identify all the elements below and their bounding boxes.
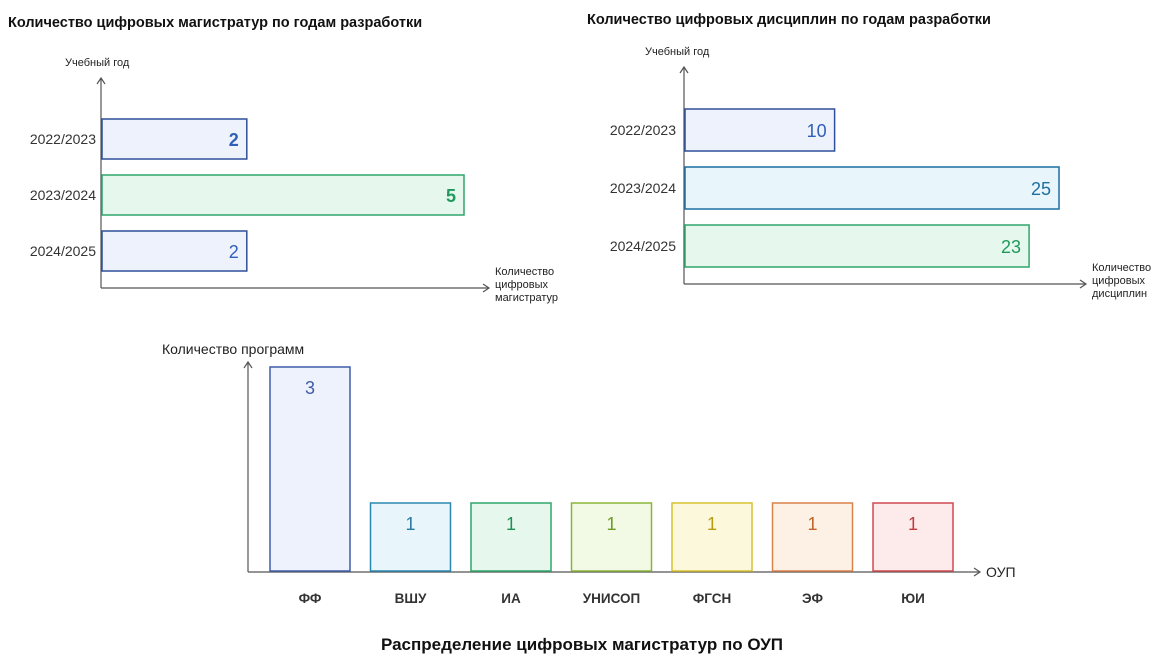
chart1-y-axis-label: Учебный год bbox=[65, 57, 130, 69]
chart3-category-label: ФФ bbox=[299, 591, 322, 606]
chart3-value-label: 1 bbox=[606, 514, 616, 534]
chart1-value-label: 2 bbox=[229, 242, 239, 262]
chart2-value-label: 23 bbox=[1001, 237, 1021, 257]
chart3-bar-ФГСН bbox=[671, 502, 753, 572]
chart3-x-axis-label: ОУП bbox=[986, 564, 1016, 580]
chart3-bar-ИА bbox=[470, 502, 552, 572]
chart3-value-label: 3 bbox=[305, 378, 315, 398]
chart1-bars: 2022/2023 2 2023/2024 5 2024/2025 2 bbox=[30, 118, 465, 272]
chart2-bars: 2022/2023 10 2023/2024 25 2024/2025 23 bbox=[610, 108, 1060, 268]
chart3-bar-ФФ bbox=[269, 366, 351, 572]
chart3-category-label: ФГСН bbox=[693, 591, 732, 606]
chart3-value-label: 1 bbox=[807, 514, 817, 534]
chart1-value-label: 2 bbox=[229, 130, 239, 150]
chart2-bar-2023/2024 bbox=[684, 166, 1060, 210]
chart3-category-label: ВШУ bbox=[395, 591, 427, 606]
chart2-x-axis-label: Количество цифровых дисциплин bbox=[1092, 262, 1154, 300]
chart3-value-label: 1 bbox=[506, 514, 516, 534]
chart2-category-label: 2022/2023 bbox=[610, 122, 676, 138]
chart2-x-axis-label-line3: дисциплин bbox=[1092, 288, 1147, 300]
chart1-x-axis-label-line2: цифровых bbox=[495, 279, 548, 291]
chart3-bar-УНИСОП bbox=[570, 502, 653, 572]
chart3-category-label: ИА bbox=[501, 591, 521, 606]
chart1-category-label: 2024/2025 bbox=[30, 243, 96, 259]
chart3-value-label: 1 bbox=[707, 514, 717, 534]
chart3-bar-ВШУ bbox=[369, 502, 452, 572]
chart2-title: Количество цифровых дисциплин по годам р… bbox=[587, 12, 991, 28]
chart1-bar-2023/2024 bbox=[101, 174, 465, 216]
chart3-category-label: УНИСОП bbox=[583, 591, 640, 606]
chart1-bar-2022/2023 bbox=[101, 118, 248, 160]
chart3-category-label: ЮИ bbox=[901, 591, 925, 606]
chart2-bar-2022/2023 bbox=[684, 108, 836, 152]
chart3-value-label: 1 bbox=[908, 514, 918, 534]
chart2-y-axis-label: Учебный год bbox=[645, 46, 710, 58]
chart2-bar-2024/2025 bbox=[684, 224, 1030, 268]
chart1-x-axis-label-line1: Количество bbox=[495, 266, 554, 278]
chart1-category-label: 2023/2024 bbox=[30, 187, 96, 203]
chart3-title: Распределение цифровых магистратур по ОУ… bbox=[381, 635, 783, 654]
chart1-value-label: 5 bbox=[446, 186, 456, 206]
chart2-x-axis-label-line1: Количество bbox=[1092, 262, 1151, 274]
chart3-bar-ЮИ bbox=[872, 502, 954, 572]
chart1-title: Количество цифровых магистратур по годам… bbox=[8, 15, 422, 31]
chart2-category-label: 2024/2025 bbox=[610, 238, 676, 254]
chart3-bars: 3 ФФ 1 ВШУ 1 ИА 1 УНИСОП 1 ФГСН 1 ЭФ 1 ЮИ bbox=[269, 366, 954, 606]
chart3-category-label: ЭФ bbox=[802, 591, 823, 606]
chart2-value-label: 10 bbox=[807, 121, 827, 141]
chart2-category-label: 2023/2024 bbox=[610, 180, 676, 196]
chart2-x-axis-label-line2: цифровых bbox=[1092, 275, 1145, 287]
chart1-category-label: 2022/2023 bbox=[30, 131, 96, 147]
chart1-x-axis-label: Количество цифровых магистратур bbox=[495, 266, 558, 304]
chart3-y-axis-label: Количество программ bbox=[162, 341, 304, 357]
chart1-x-axis-label-line3: магистратур bbox=[495, 292, 558, 304]
chart2-value-label: 25 bbox=[1031, 179, 1051, 199]
chart1-bar-2024/2025 bbox=[101, 230, 248, 272]
chart3-bar-ЭФ bbox=[771, 502, 854, 572]
chart3-value-label: 1 bbox=[405, 514, 415, 534]
